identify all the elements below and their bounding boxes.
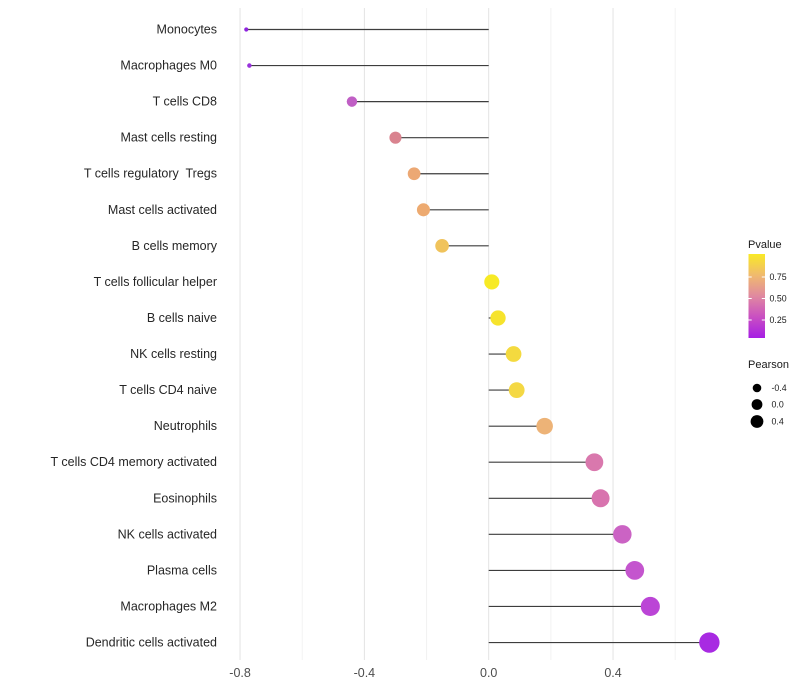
y-axis-category-label: Plasma cells <box>147 563 217 577</box>
lollipop-dot <box>407 167 421 181</box>
y-axis-category-label: Neutrophils <box>154 419 217 433</box>
lollipop-dot <box>536 417 553 435</box>
y-axis-category-label: Mast cells resting <box>120 131 217 145</box>
y-axis-category-label: B cells naive <box>147 311 217 325</box>
lollipop-dot <box>247 63 252 68</box>
pearson-legend-title: Pearson <box>748 359 789 371</box>
y-axis-category-label: B cells memory <box>132 239 218 253</box>
lollipop-dot <box>435 239 449 253</box>
lollipop-dot <box>490 310 506 326</box>
lollipop-dot <box>640 596 660 617</box>
y-axis-category-label: Macrophages M2 <box>120 599 217 613</box>
x-axis-tick-label: -0.4 <box>354 666 376 680</box>
pearson-legend-dot <box>751 399 763 410</box>
lollipop-dot <box>585 453 604 472</box>
pearson-legend-label: 0.0 <box>772 400 784 410</box>
y-axis-category-label: NK cells activated <box>118 527 217 541</box>
y-axis-category-label: T cells CD4 naive <box>119 383 217 397</box>
y-axis-category-label: Eosinophils <box>153 491 217 505</box>
lollipop-dot <box>613 525 632 544</box>
pearson-legend-dot <box>750 415 764 428</box>
pvalue-legend-title: Pvalue <box>748 239 782 251</box>
lollipop-dot <box>244 27 249 32</box>
pvalue-tick-label: 0.25 <box>770 315 787 325</box>
pearson-legend-label: -0.4 <box>772 383 787 393</box>
pvalue-tick-label: 0.50 <box>770 294 787 304</box>
lollipop-dot <box>699 632 720 653</box>
y-axis-category-label: T cells regulatory Tregs <box>84 167 217 181</box>
pvalue-colorbar <box>748 254 765 338</box>
pvalue-tick-label: 0.75 <box>770 272 787 282</box>
y-axis-category-label: Mast cells activated <box>108 203 217 217</box>
lollipop-dot <box>625 561 645 580</box>
x-axis-tick-label: -0.8 <box>229 666 251 680</box>
lollipop-dot <box>389 131 402 144</box>
y-axis-category-label: Macrophages M0 <box>120 59 217 73</box>
y-axis-category-label: T cells CD8 <box>153 95 217 109</box>
y-axis-category-label: Monocytes <box>157 23 217 37</box>
y-axis-category-label: T cells follicular helper <box>94 275 217 289</box>
lollipop-dot <box>508 382 525 399</box>
lollipop-dot <box>505 346 522 362</box>
lollipop-dot <box>591 489 610 508</box>
y-axis-category-label: T cells CD4 memory activated <box>51 455 218 469</box>
lollipop-dot <box>416 203 430 217</box>
y-axis-category-label: NK cells resting <box>130 347 217 361</box>
pearson-legend-label: 0.4 <box>772 417 784 427</box>
pearson-legend-dot <box>752 383 762 393</box>
lollipop-dot <box>346 96 358 107</box>
y-axis-category-label: Dendritic cells activated <box>86 636 217 650</box>
lollipop-dot <box>484 274 500 290</box>
x-axis-tick-label: 0.0 <box>480 666 497 680</box>
x-axis-tick-label: 0.4 <box>604 666 621 680</box>
